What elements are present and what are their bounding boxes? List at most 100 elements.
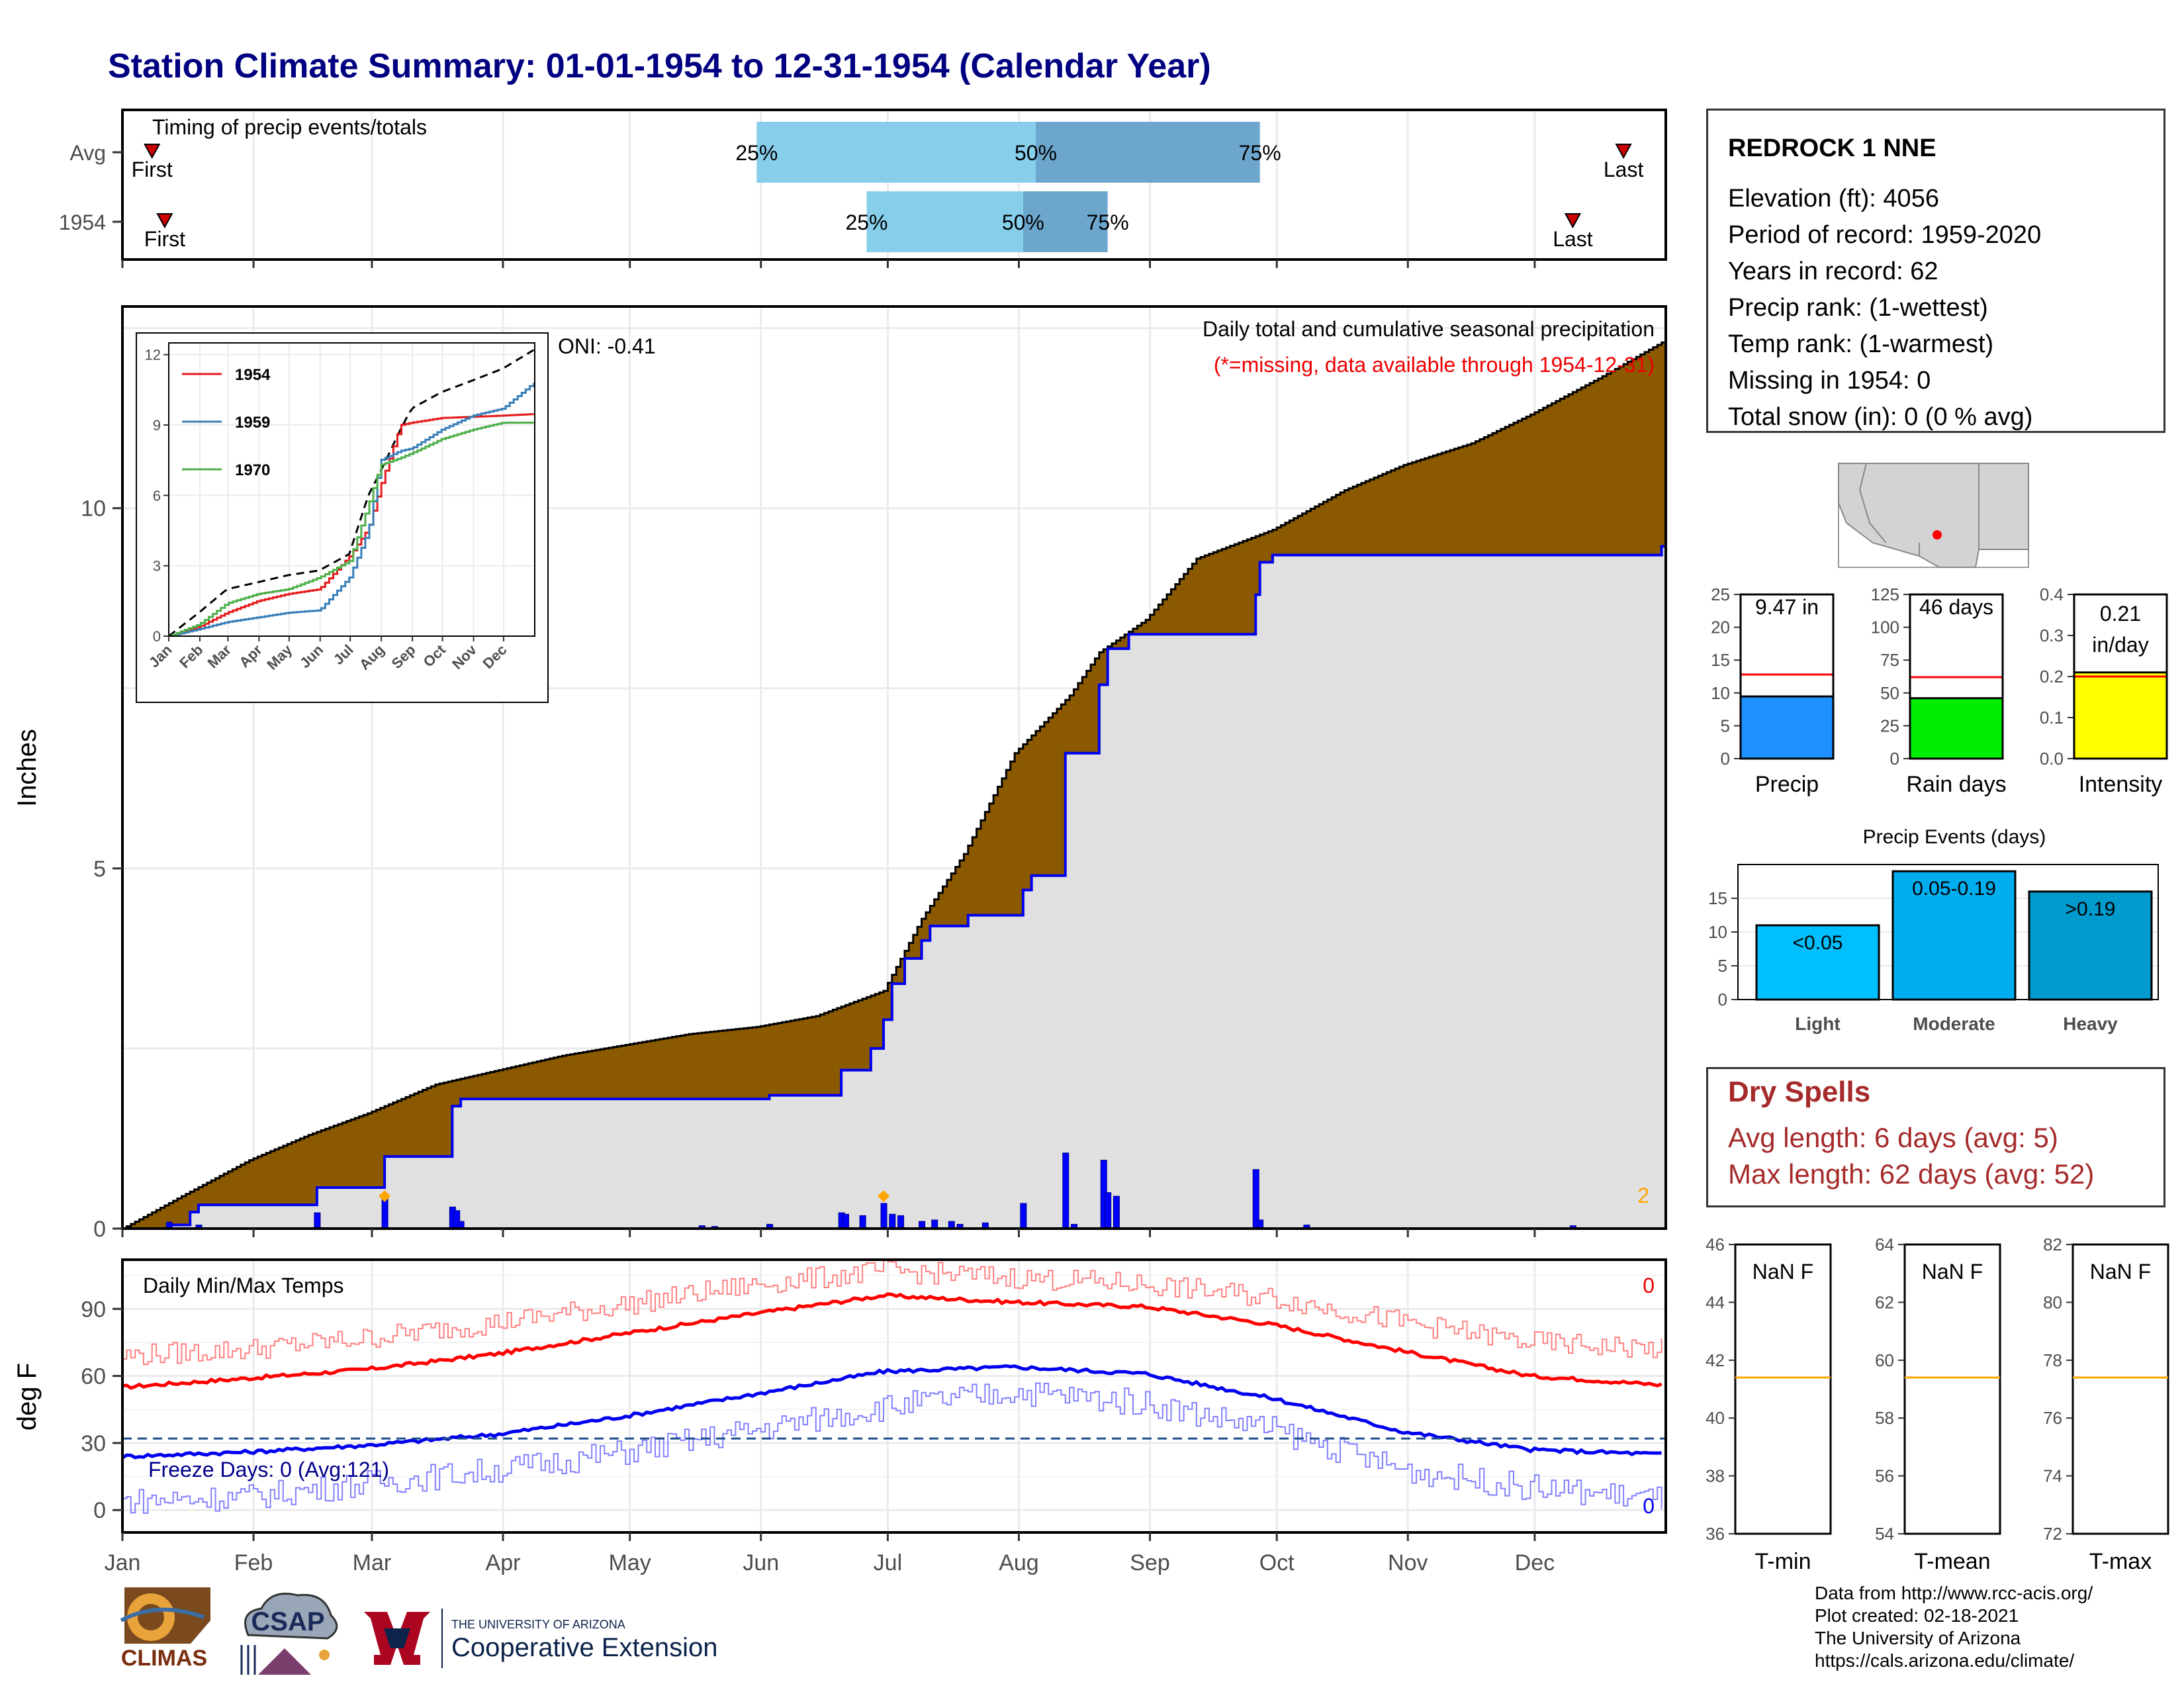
inset-legend-label: 1954 — [235, 366, 271, 384]
missing-note: (*=missing, data available through 1954-… — [1214, 353, 1655, 377]
precip-count-label: 2 — [1637, 1184, 1649, 1207]
daily-precip-bar — [889, 1213, 896, 1229]
climas-text: CLIMAS — [121, 1646, 207, 1671]
temp-box-ytick-label: 54 — [1875, 1524, 1894, 1544]
temp-box-ytick-label: 60 — [1875, 1350, 1894, 1370]
summary-ytick-label: 15 — [1711, 650, 1730, 670]
summary-ytick-label: 0 — [1890, 749, 1899, 769]
timing-title: Timing of precip events/totals — [152, 115, 427, 139]
first-event-label: First — [132, 158, 173, 181]
daily-precip-bar — [381, 1197, 388, 1229]
daily-precip-bar — [880, 1203, 887, 1229]
dry-spells-box: Dry Spells Avg length: 6 days (avg: 5) M… — [1706, 1067, 2165, 1207]
summary-value-label: 46 days — [1919, 595, 1993, 619]
inset-ytick-label: 0 — [153, 628, 161, 645]
summary-frame — [1909, 593, 2004, 760]
daily-precip-bar — [457, 1221, 465, 1229]
temp-ytick-label: 90 — [81, 1297, 106, 1322]
events-ytick-label: 5 — [1718, 956, 1727, 976]
precip-ytick-label: 0 — [93, 1217, 106, 1242]
month-tick-label: May — [609, 1550, 651, 1575]
month-tick-label: Jun — [743, 1550, 779, 1575]
last-event-marker — [1564, 213, 1582, 229]
first-event-marker — [156, 213, 173, 229]
precip-event-bar-label: >0.19 — [2066, 898, 2116, 920]
station-elevation: Elevation (ft): 4056 — [1728, 185, 1939, 212]
daily-precip-bar — [1062, 1152, 1069, 1229]
daily-precip-bar — [1303, 1225, 1310, 1229]
temp-missing-min: 0 — [1643, 1494, 1655, 1518]
precip-event-bar — [1755, 924, 1880, 1001]
temp-summary-box: 64 62 60 58 56 54 NaN F T-mean — [1875, 1235, 2001, 1574]
temp-box-frame — [1734, 1243, 1832, 1535]
month-tick-label: Apr — [486, 1550, 521, 1575]
observed-cumulative-area — [122, 546, 1666, 1229]
precip-events-title: Precip Events (days) — [1863, 826, 2046, 848]
footer-credits: Data from http://www.rcc-acis.org/ Plot … — [1815, 1582, 2093, 1672]
temp-box-frame — [1903, 1243, 2001, 1535]
temp-box-ytick-label: 40 — [1706, 1408, 1725, 1428]
temp-summary-box: 82 80 78 76 74 72 NaN F T-max — [2043, 1235, 2169, 1574]
summary-bar-label: Precip — [1755, 772, 1819, 797]
station-info-box: REDROCK 1 NNE Elevation (ft): 4056 Perio… — [1706, 109, 2165, 433]
last-event-marker — [1615, 144, 1632, 160]
summary-value-bar — [1739, 695, 1835, 760]
precip-event-category: Light — [1795, 1013, 1840, 1034]
station-location-dot — [1933, 530, 1942, 539]
timing-bar-late — [1023, 191, 1108, 252]
timing-panel-frame — [121, 109, 1667, 261]
inset-bg — [136, 332, 549, 703]
summary-ytick-label: 75 — [1880, 650, 1899, 670]
first-event-label: First — [144, 227, 185, 251]
daily-precip-bar — [766, 1223, 774, 1229]
arizona-locator-map — [1838, 463, 2029, 568]
summary-value-label: in/day — [2092, 633, 2148, 657]
dry-spells-avg: Avg length: 6 days (avg: 5) — [1728, 1122, 2058, 1153]
temp-box-ytick-label: 74 — [2043, 1466, 2062, 1486]
daily-precip-bar — [1020, 1203, 1027, 1229]
summary-ytick-label: 5 — [1721, 716, 1730, 735]
precip-panel-title: Daily total and cumulative seasonal prec… — [1203, 317, 1655, 341]
summary-ytick-label: 50 — [1880, 683, 1899, 703]
temp-box-ytick-label: 38 — [1706, 1466, 1725, 1486]
temp-box-label: T-min — [1755, 1549, 1811, 1574]
inset-year-line — [169, 383, 535, 636]
events-ytick-label: 10 — [1708, 922, 1727, 942]
temp-box-label: T-max — [2089, 1549, 2152, 1574]
summary-value-bar — [1909, 697, 2004, 760]
summary-frame — [2073, 593, 2168, 760]
page-title: Station Climate Summary: 01-01-1954 to 1… — [108, 47, 1211, 85]
inset-year-line — [169, 421, 534, 636]
precip-flag-marker — [878, 1190, 890, 1203]
temp-box-value: NaN F — [1922, 1260, 1983, 1284]
month-tick-label: Sep — [1130, 1550, 1170, 1575]
temp-box-ytick-label: 42 — [1706, 1350, 1725, 1370]
summary-ytick-label: 0.1 — [2040, 708, 2064, 727]
temp-panel-frame — [121, 1258, 1667, 1534]
temp-ytick-label: 60 — [81, 1364, 106, 1389]
inset-ytick-label: 12 — [145, 347, 161, 363]
temp-box-ytick-label: 56 — [1875, 1466, 1894, 1486]
station-period: Period of record: 1959-2020 — [1728, 221, 2042, 249]
precip-ylabel: Inches — [13, 729, 42, 807]
summary-value-label: 9.47 in — [1755, 595, 1819, 619]
map-region — [1838, 463, 2029, 568]
record-min-temp-line — [122, 1382, 1662, 1514]
temp-box-ytick-label: 46 — [1706, 1235, 1725, 1254]
temp-box-value: NaN F — [1752, 1260, 1813, 1284]
summary-bar-chart: 0 5 10 15 20 25 9.47 in Precip — [1711, 585, 1835, 797]
timing-panel: 25% 50% 75% First Last 25% 50% 75% First Last Tim… — [59, 109, 1667, 268]
summary-bar-label: Intensity — [2079, 772, 2163, 797]
timing-bar-late — [1036, 122, 1260, 183]
temp-box-label: T-mean — [1914, 1549, 1990, 1574]
summary-ytick-label: 0.2 — [2040, 667, 2064, 686]
month-tick-label: Jan — [105, 1550, 141, 1575]
timing-row-label: Avg — [69, 141, 106, 165]
summary-value-label: 0.21 — [2100, 602, 2141, 626]
temp-box-ytick-label: 36 — [1706, 1524, 1725, 1544]
ua-big-text: Cooperative Extension — [451, 1633, 717, 1662]
precip-event-bar-label: <0.05 — [1793, 932, 1843, 954]
temp-box-ytick-label: 44 — [1706, 1292, 1725, 1312]
temp-box-frame — [2071, 1243, 2169, 1535]
